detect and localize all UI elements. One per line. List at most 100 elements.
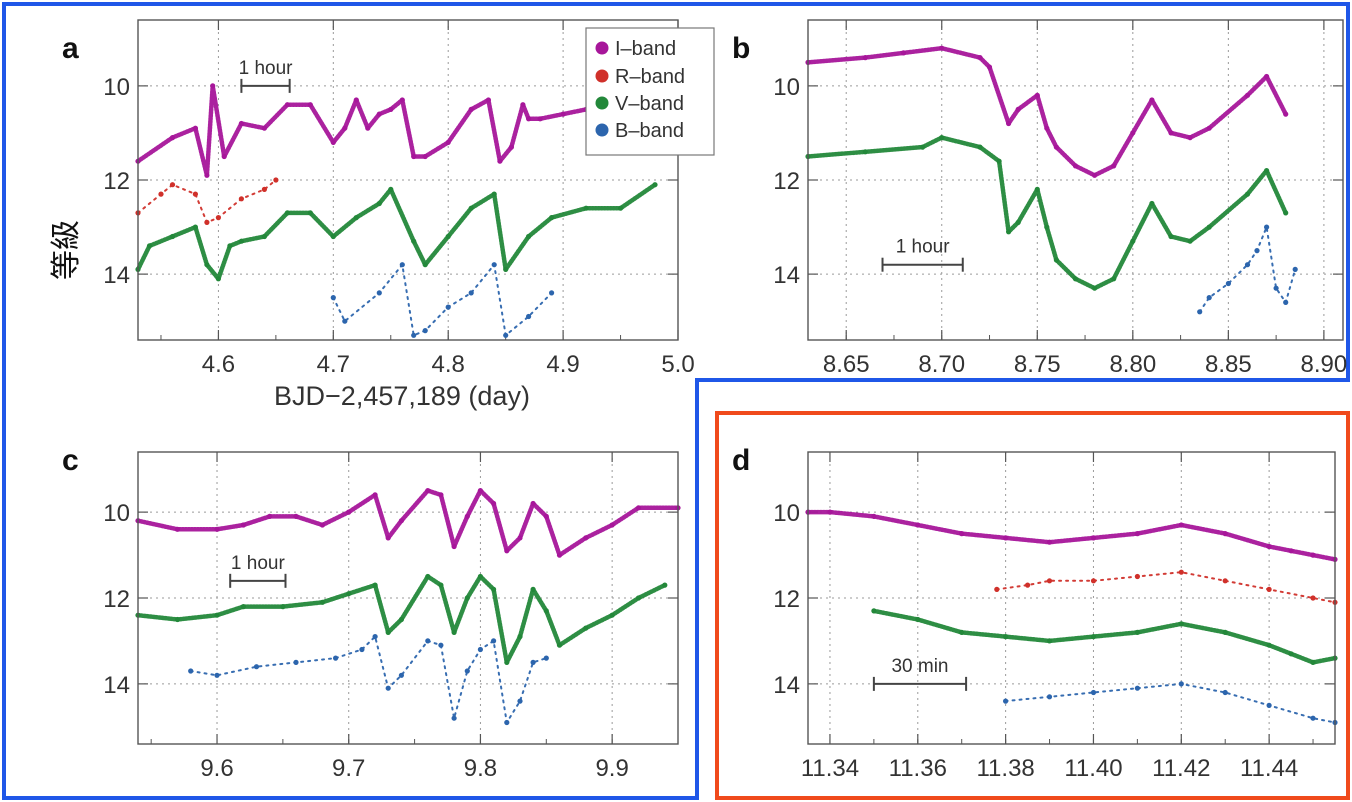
plot-frame — [807, 19, 1344, 341]
y-axis-label: 等級 — [50, 220, 83, 280]
x-tick-label: 11.34 — [801, 755, 859, 782]
data-point — [1046, 694, 1053, 700]
data-point — [1015, 219, 1021, 225]
data-point — [169, 233, 176, 240]
data-point — [526, 233, 532, 240]
data-point — [583, 205, 589, 211]
panel-d-chart: 11.34 11.36 11.38 11.40 11.42 11.44 10 12 14 30 m… — [773, 451, 1338, 782]
data-point — [1072, 163, 1079, 169]
data-point — [1222, 531, 1228, 537]
data-point — [307, 210, 313, 216]
y-tick-label: 14 — [103, 262, 130, 289]
data-point — [399, 97, 405, 103]
data-point — [445, 233, 451, 240]
series-b-band — [188, 634, 549, 726]
data-point — [508, 144, 514, 150]
data-point — [422, 153, 428, 160]
data-point — [517, 535, 523, 541]
y-tick-label: 10 — [773, 74, 800, 101]
data-point — [464, 668, 470, 674]
data-point — [517, 634, 523, 640]
series-v-band — [135, 573, 668, 666]
data-point — [1134, 629, 1140, 636]
series-line — [189, 635, 548, 724]
data-point — [399, 262, 405, 268]
data-point — [398, 518, 404, 524]
data-point — [1134, 573, 1140, 580]
data-point — [221, 153, 227, 160]
data-point — [1006, 229, 1012, 235]
data-point — [1264, 168, 1270, 174]
x-tick-label: 11.36 — [889, 755, 947, 782]
data-point — [986, 64, 993, 70]
scale-bar-label: 1 hour — [231, 553, 286, 574]
data-point — [284, 210, 290, 216]
series-i-band — [805, 509, 1338, 563]
data-point — [1292, 266, 1298, 272]
data-point — [530, 659, 536, 666]
data-point — [1044, 224, 1050, 230]
data-point — [385, 685, 391, 691]
data-point — [530, 586, 536, 593]
data-point — [504, 548, 510, 554]
y-tick-label: 14 — [773, 262, 800, 289]
series-i-band — [135, 488, 681, 558]
series-b-band — [1197, 224, 1298, 315]
data-point — [635, 505, 642, 511]
data-point — [174, 616, 181, 623]
x-tick-label: 8.65 — [823, 351, 870, 378]
data-point — [977, 144, 983, 150]
data-point — [1134, 685, 1140, 691]
scale-bar-label: 1 hour — [896, 237, 951, 258]
data-point — [385, 629, 391, 636]
data-point — [319, 599, 325, 605]
data-point — [996, 158, 1002, 164]
data-point — [422, 328, 428, 334]
data-point — [1187, 238, 1193, 244]
data-point — [353, 97, 359, 103]
data-point — [192, 125, 198, 131]
data-point — [464, 595, 470, 601]
data-point — [192, 191, 198, 197]
series-line — [805, 135, 1288, 291]
data-point — [871, 513, 877, 520]
data-point — [468, 205, 474, 211]
data-point — [1310, 595, 1316, 601]
data-point — [398, 616, 404, 623]
data-point — [1283, 210, 1289, 216]
data-point — [214, 672, 220, 678]
data-point — [491, 500, 497, 507]
data-point — [438, 492, 444, 498]
data-point — [1046, 638, 1053, 644]
data-point — [1187, 135, 1193, 141]
x-tick-label: 4.7 — [317, 351, 350, 378]
data-point — [146, 243, 153, 249]
data-point — [497, 158, 503, 164]
data-point — [959, 629, 965, 636]
data-point — [388, 186, 394, 192]
data-point — [1266, 702, 1272, 709]
scale-bar: 1 hour — [229, 553, 287, 588]
data-point — [583, 625, 589, 631]
data-point — [425, 488, 431, 494]
data-point — [1310, 715, 1316, 721]
data-point — [1178, 621, 1184, 627]
data-point — [376, 111, 382, 117]
data-point — [1134, 531, 1140, 537]
data-point — [158, 191, 164, 197]
data-point — [468, 106, 474, 112]
x-tick-label: 11.38 — [976, 755, 1034, 782]
data-point — [267, 513, 273, 520]
data-point — [307, 102, 313, 108]
series-line — [332, 263, 553, 337]
data-point — [1244, 191, 1251, 197]
panel-label-d: d — [732, 444, 750, 477]
data-point — [1225, 280, 1231, 287]
data-point — [398, 672, 404, 678]
data-point — [543, 513, 549, 520]
data-point — [468, 290, 474, 296]
data-point — [411, 153, 417, 160]
data-point — [1034, 186, 1040, 192]
data-point — [652, 182, 658, 188]
